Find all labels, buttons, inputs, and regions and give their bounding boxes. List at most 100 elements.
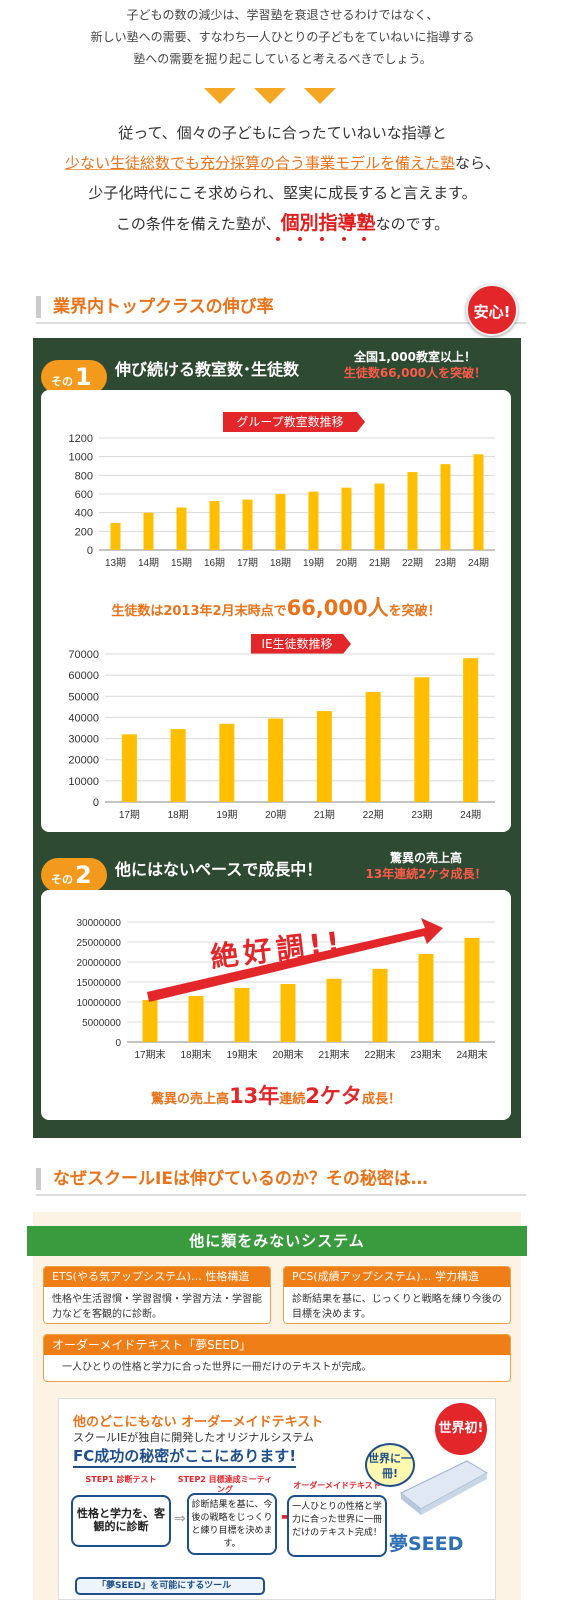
section-divider — [36, 322, 526, 324]
x-tick-label: 20期 — [336, 557, 357, 569]
intro-text: 子どもの数の減少は、学習塾を衰退させるわけではなく、 新しい塾への需要、すなわち… — [0, 4, 565, 70]
x-tick-label: 13期 — [105, 557, 126, 569]
x-tick-label: 21期 — [369, 557, 390, 569]
y-tick-label: 30000 — [68, 734, 99, 746]
bar — [268, 718, 284, 802]
students-callout: 生徒数は2013年2月末時点で66,000人を突破！ — [41, 592, 511, 622]
bar — [326, 978, 342, 1042]
y-tick-label: 800 — [75, 470, 93, 482]
y-tick-label: 70000 — [68, 649, 99, 661]
badge-num: 2 — [75, 861, 92, 889]
y-tick-label: 50000 — [68, 691, 99, 703]
x-tick-label: 20期末 — [272, 1048, 303, 1061]
chart2-title: IE生徒数推移 — [251, 634, 351, 654]
badge-prefix: その — [51, 873, 73, 886]
x-tick-label: 22期 — [402, 557, 423, 569]
y-tick-label: 0 — [93, 797, 99, 809]
bar — [440, 464, 451, 550]
note-line: 全国1,000教室以上！ — [354, 350, 476, 364]
step1-box: 性格と学力を、客観的に診断 — [71, 1495, 171, 1547]
x-tick-label: 20期 — [265, 809, 286, 821]
note-line-red: 13年連続2ケタ成長！ — [365, 867, 487, 881]
x-tick-label: 14期 — [138, 557, 159, 569]
claim-emphasis: 個別指導塾 — [280, 212, 376, 234]
anshin-badge: 安心! — [466, 284, 518, 336]
y-tick-label: 5000000 — [82, 1018, 121, 1029]
step2-tag: STEP2 目標達成ミーティング — [177, 1475, 273, 1494]
y-tick-label: 200 — [75, 526, 93, 538]
callout-b: 13年 — [229, 1084, 280, 1108]
x-tick-label: 24期 — [460, 809, 481, 821]
bar — [365, 692, 381, 802]
claim-line: 少ない生徒総数でも充分採算の合う事業モデルを備えた塾なら、 — [0, 148, 565, 178]
claim-line: 少子化時代にこそ求められ、堅実に成長すると言えます。 — [88, 184, 477, 202]
world-first-badge: 世界初! — [435, 1403, 487, 1455]
callout-pre: 生徒数は2013年2月末時点で — [111, 604, 287, 619]
seed-tool-label: 「夢SEED」を可能にするツール — [75, 1577, 265, 1595]
bar — [188, 996, 204, 1042]
callout-big: 66,000人 — [286, 596, 389, 620]
x-tick-label: 18期末 — [180, 1048, 211, 1061]
down-arrow-icon — [204, 88, 236, 104]
system-banner: 他に類をみないシステム — [27, 1226, 527, 1256]
ets-body: 性格や生活習慣・学習習慣・学習方法・学習能力などを客観的に診断。 — [52, 1294, 262, 1320]
seed-headline: FC成功の秘密がここにあります! — [73, 1445, 297, 1468]
pcs-box: PCS(成績アップシステム)… 学力構造 診断結果を基に、じっくりと戦略を練り今… — [283, 1266, 511, 1324]
seed-panel: 他のどこにもない オーダーメイドテキスト スクールIEが独自に開発したオリジナル… — [58, 1398, 496, 1600]
callout-post: を突破！ — [388, 604, 441, 619]
claim-post: なのです。 — [375, 215, 450, 233]
x-tick-label: 19期 — [303, 557, 324, 569]
note-line: 驚異の売上高 — [389, 851, 462, 865]
step1-tag: STEP1 診断テスト — [85, 1475, 157, 1484]
part1-heading: 伸び続ける教室数･生徒数 — [115, 360, 300, 379]
y-tick-label: 0 — [87, 545, 93, 557]
one-of-a-kind-badge: 世界に一冊! — [365, 1443, 415, 1487]
chart-panel-1: グループ教室数推移 0 200 400 600 800 1000 1200 13期 14期 15期… — [41, 390, 511, 832]
down-arrow-icon — [254, 88, 286, 104]
badge-num: 1 — [75, 363, 92, 391]
bar — [414, 677, 430, 802]
y-tick-label: 10000000 — [77, 998, 122, 1009]
x-tick-label: 21期末 — [318, 1048, 349, 1061]
part1-note: 全国1,000教室以上！ 生徒数66,000人を突破！ — [325, 349, 505, 381]
claim-highlight: 少ない生徒総数でも充分採算の合う事業モデルを備えた塾 — [64, 154, 455, 172]
order-box: オーダーメイドテキスト「夢SEED」 一人ひとりの性格と学力に合った世界に一冊だ… — [43, 1334, 511, 1382]
x-tick-label: 17期末 — [134, 1048, 165, 1061]
bar — [176, 507, 187, 550]
section-title-secret: なぜスクールIEは伸びているのか？その秘密は… — [36, 1168, 428, 1190]
callout-e: 成長！ — [361, 1092, 401, 1107]
yume-seed-logo: 夢SEED — [389, 1533, 464, 1555]
x-tick-label: 24期末 — [456, 1048, 487, 1061]
bar — [374, 483, 385, 550]
claim-line: この条件を備えた塾が、個別指導塾なのです。 — [0, 208, 565, 239]
x-tick-label: 16期 — [204, 557, 225, 569]
y-tick-label: 400 — [75, 508, 93, 520]
badge-prefix: その — [51, 375, 73, 388]
section-divider — [36, 1194, 526, 1196]
seed-subtitle: スクールIEが独自に開発したオリジナルシステム — [73, 1431, 314, 1444]
bar — [142, 1000, 158, 1042]
callout-d: 2ケタ — [305, 1084, 362, 1108]
classroom-count-chart: 0 200 400 600 800 1000 1200 13期 14期 15期 16期 17期 18期 1… — [69, 433, 495, 569]
bar — [280, 984, 296, 1042]
section-title-growth: 業界内トップクラスの伸び率 — [36, 296, 274, 318]
part2-note: 驚異の売上高 13年連続2ケタ成長！ — [341, 850, 511, 882]
intro-line: 子どもの数の減少は、学習塾を衰退させるわけではなく、 — [126, 8, 439, 22]
part2-heading: 他にはないペースで成長中！ — [115, 860, 323, 879]
bar — [121, 734, 137, 802]
growth-board: その1 伸び続ける教室数･生徒数 全国1,000教室以上！ 生徒数66,000人… — [33, 338, 521, 1138]
step-arrow-icon: ⇒ — [174, 1511, 186, 1527]
x-tick-label: 17期 — [237, 557, 258, 569]
intro-line: 塾への需要を掘り起こしていると考えるべきでしょう。 — [133, 52, 432, 66]
pcs-title: PCS(成績アップシステム)… 学力構造 — [284, 1267, 510, 1287]
step3-box: 一人ひとりの性格と学力に合った世界に一冊だけのテキスト完成！ — [287, 1495, 387, 1557]
x-tick-label: 23期 — [435, 557, 456, 569]
student-count-chart: 0 10000 20000 30000 40000 50000 60000 70000 17期 1… — [68, 649, 495, 821]
x-tick-label: 18期 — [270, 557, 291, 569]
step2-box: 診断結果を基に、今後の戦略をじっくりと練り目標を決めます。 — [187, 1493, 277, 1555]
x-tick-label: 17期 — [119, 809, 140, 821]
callout-a: 驚異の売上高 — [151, 1092, 230, 1107]
bar — [143, 512, 154, 550]
y-tick-label: 20000 — [68, 755, 99, 767]
bar — [473, 454, 484, 550]
